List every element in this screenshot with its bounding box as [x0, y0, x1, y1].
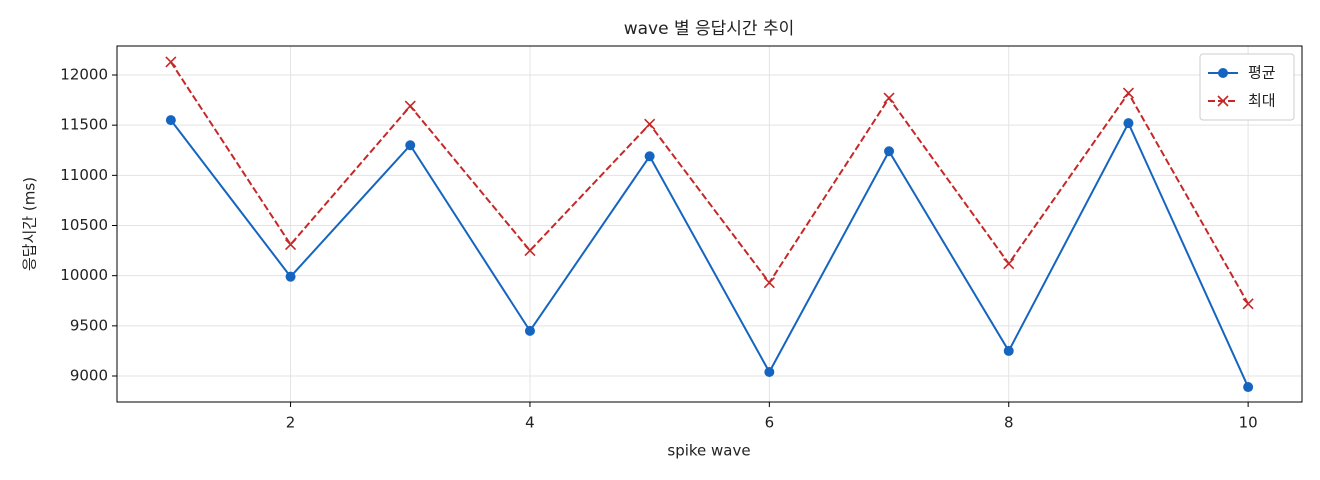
marker [883, 92, 895, 104]
plot-frame [116, 45, 1303, 403]
legend-box [1199, 53, 1295, 121]
marker [1003, 258, 1015, 270]
marker [764, 366, 775, 377]
x-axis-label: spike wave [667, 442, 750, 460]
marker [1243, 382, 1254, 393]
marker [644, 151, 655, 162]
series-line [170, 61, 1250, 305]
x-tick-label: 2 [286, 414, 296, 432]
marker [405, 140, 416, 151]
marker [1123, 118, 1134, 129]
marker [644, 118, 656, 130]
marker [404, 100, 416, 112]
series-line [170, 119, 1250, 388]
legend-marker [1218, 68, 1228, 78]
legend-label: 평균 [1248, 64, 1276, 82]
marker [524, 325, 535, 336]
x-tick-label: 6 [765, 414, 775, 432]
y-tick-label: 10000 [60, 266, 108, 284]
y-tick-label: 9000 [70, 367, 108, 385]
marker [165, 115, 176, 126]
x-tick-label: 8 [1004, 414, 1014, 432]
x-tick-label: 4 [525, 414, 535, 432]
marker [524, 245, 536, 257]
chart-title: wave 별 응답시간 추이 [624, 19, 795, 39]
marker [284, 239, 297, 251]
y-tick-label: 11000 [60, 166, 108, 184]
marker [285, 271, 296, 282]
marker [165, 56, 177, 68]
y-axis-label: 응답시간 (ms) [21, 177, 39, 271]
y-tick-label: 11500 [60, 116, 108, 134]
x-tick-label: 10 [1239, 414, 1258, 432]
marker [1003, 345, 1014, 356]
legend-marker [1217, 95, 1229, 107]
y-tick-label: 10500 [60, 216, 108, 234]
legend-label: 최대 [1248, 92, 1276, 110]
marker [1122, 87, 1135, 99]
y-tick-label: 12000 [60, 65, 108, 83]
marker [884, 146, 895, 157]
marker [1242, 298, 1254, 310]
y-tick-label: 9500 [70, 316, 108, 334]
marker [763, 277, 775, 289]
